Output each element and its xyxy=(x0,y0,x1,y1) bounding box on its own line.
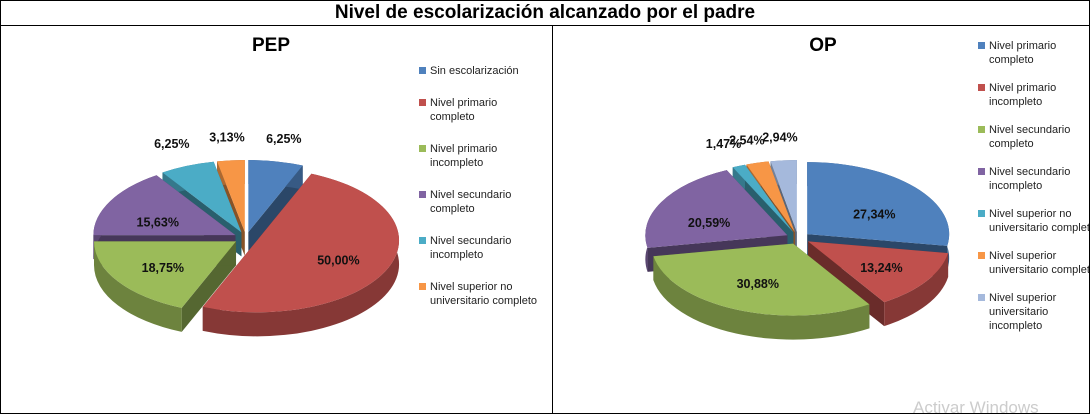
legend-label: Sin escolarización xyxy=(430,65,519,77)
legend-swatch xyxy=(978,42,985,49)
data-label: 27,34% xyxy=(853,207,895,221)
legend-item: Nivel secundario incompleto xyxy=(419,234,537,262)
slice xyxy=(770,159,797,232)
legend-swatch xyxy=(419,67,426,74)
legend: Nivel primario completo Nivel primario in… xyxy=(978,39,1090,347)
legend-label: Nivel secundario completo xyxy=(430,189,512,215)
data-label: 18,75% xyxy=(142,261,184,275)
slice xyxy=(653,243,870,316)
legend-label: Nivel secundario incompleto xyxy=(989,166,1071,192)
legend-swatch xyxy=(978,210,985,217)
data-label: 6,25% xyxy=(266,132,301,146)
slice-side xyxy=(653,256,870,340)
data-label: 15,63% xyxy=(137,215,179,229)
legend-item: Nivel secundario incompleto xyxy=(978,165,1089,193)
legend-item: Nivel superior no universitario completo xyxy=(419,280,537,308)
slice xyxy=(162,161,242,233)
data-label: 30,88% xyxy=(737,277,779,291)
legend-item: Sin escolarización xyxy=(419,64,537,78)
data-label: 6,25% xyxy=(154,137,189,151)
slice-wall xyxy=(248,165,303,257)
slice xyxy=(94,241,237,308)
slice xyxy=(93,175,236,236)
legend-item: Nivel superior universitario incompleto xyxy=(978,291,1089,333)
legend-label: Nivel superior universitario completo xyxy=(989,250,1090,276)
legend-swatch xyxy=(978,168,985,175)
chart-title: OP xyxy=(809,35,837,56)
data-label: 2,54% xyxy=(729,133,764,147)
slice xyxy=(807,162,950,246)
data-label: 2,94% xyxy=(762,131,797,145)
legend-item: Nivel superior no universitario completo xyxy=(978,207,1090,235)
legend-item: Nivel primario incompleto xyxy=(419,142,537,170)
legend-swatch xyxy=(978,294,985,301)
slice xyxy=(248,160,303,233)
page-title: Nivel de escolarización alcanzado por el… xyxy=(1,1,1089,26)
legend-swatch xyxy=(419,191,426,198)
data-label: 1,47% xyxy=(706,137,741,151)
slice xyxy=(732,164,794,233)
data-label: 13,24% xyxy=(860,261,902,275)
slice-side xyxy=(884,253,949,327)
slice xyxy=(217,159,245,232)
legend-swatch xyxy=(978,84,985,91)
slice-side xyxy=(94,241,182,332)
data-label: 20,59% xyxy=(688,216,730,230)
slice xyxy=(645,170,788,248)
legend-swatch xyxy=(419,237,426,244)
legend-label: Nivel superior no universitario completo xyxy=(989,208,1090,234)
legend-item: Nivel superior universitario completo xyxy=(978,249,1090,277)
legend-item: Nivel primario completo xyxy=(419,96,537,124)
chart-panel: PEP 6,25% 50,00% 18,75% 15,63% 6,25% 3,13% Sin … xyxy=(1,26,553,413)
chart-title: PEP xyxy=(252,35,290,56)
legend-label: Nivel primario incompleto xyxy=(430,143,498,169)
legend-item: Nivel primario completo xyxy=(978,39,1089,67)
legend-swatch xyxy=(978,252,985,259)
legend-swatch xyxy=(419,99,426,106)
chart-panel: OP 27,34% 13,24% 30,88% 20,59% 1,47% 2,54% 2,94… xyxy=(553,26,1089,413)
legend-label: Nivel secundario incompleto xyxy=(430,235,512,261)
legend-label: Nivel superior universitario incompleto xyxy=(989,292,1057,332)
legend-label: Nivel primario completo xyxy=(989,40,1057,66)
legend-swatch xyxy=(419,283,426,290)
slice xyxy=(808,241,949,303)
data-label: 50,00% xyxy=(317,253,359,267)
legend-swatch xyxy=(419,145,426,152)
legend-label: Nivel superior no universitario completo xyxy=(430,281,537,307)
legend-label: Nivel secundario completo xyxy=(989,124,1071,150)
legend-item: Nivel secundario completo xyxy=(419,188,537,216)
legend-label: Nivel primario completo xyxy=(430,97,498,123)
pie-chart: OP 27,34% 13,24% 30,88% 20,59% 1,47%2,54%2,94… xyxy=(645,35,950,340)
legend-swatch xyxy=(978,126,985,133)
legend-item: Nivel secundario completo xyxy=(978,123,1089,151)
legend-label: Nivel primario incompleto xyxy=(989,82,1057,108)
watermark: Activar Windows xyxy=(913,398,1039,414)
slice xyxy=(202,173,400,313)
legend-item: Nivel primario incompleto xyxy=(978,81,1089,109)
data-label: 3,13% xyxy=(209,131,244,145)
pie-chart: PEP 6,25% 50,00% 18,75% 15,63% 6,25% 3,13% xyxy=(93,35,400,337)
legend: Sin escolarización Nivel primario complet… xyxy=(419,64,537,326)
slice xyxy=(746,161,795,233)
slice-side xyxy=(202,173,400,337)
